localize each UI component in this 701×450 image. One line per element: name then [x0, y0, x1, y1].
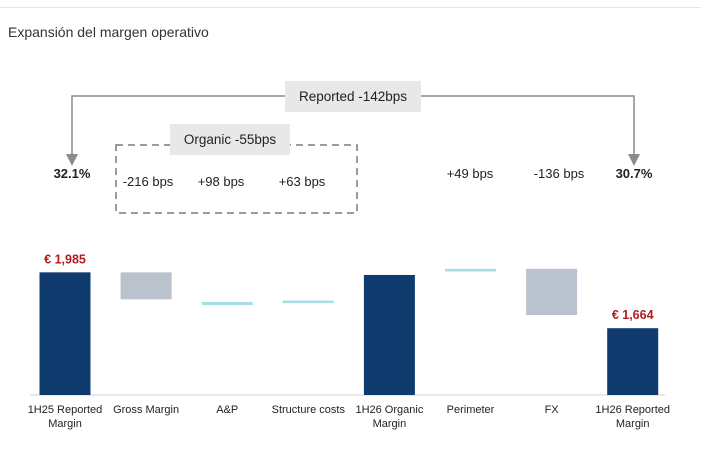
x-tick-label-4: 1H26 Organic Margin — [355, 404, 423, 430]
x-tick-label-1: Gross Margin — [113, 404, 179, 416]
x-tick-label-3: Structure costs — [272, 404, 346, 416]
margin-label-5: +49 bps — [447, 166, 494, 181]
margin-label-6: -136 bps — [534, 166, 585, 181]
margin-label-2: +98 bps — [198, 174, 245, 189]
margin-label-3: +63 bps — [279, 174, 326, 189]
margin-label-0: 32.1% — [54, 166, 91, 181]
x-tick-label-2: A&P — [216, 404, 238, 416]
top-divider — [0, 0, 701, 8]
bar-value-label-7: € 1,664 — [612, 308, 654, 322]
organic-bracket-label: Organic -55bps — [184, 132, 277, 147]
x-tick-label-5: Perimeter — [447, 404, 495, 416]
bar-delta-2 — [201, 301, 253, 306]
bar-delta-6 — [526, 268, 578, 315]
reported-bracket-line-left — [66, 95, 285, 166]
bar-total-0 — [39, 272, 91, 395]
bar-value-label-0: € 1,985 — [44, 252, 86, 266]
organic-bracket-box — [170, 124, 290, 155]
x-tick-label-7: 1H26 Reported Margin — [595, 404, 670, 430]
reported-bracket-line-right — [421, 95, 640, 166]
x-tick-label-6: FX — [545, 404, 560, 416]
x-tick-label-0: 1H25 Reported Margin — [28, 404, 103, 430]
margin-label-7: 30.7% — [616, 166, 653, 181]
bar-delta-1 — [120, 272, 172, 300]
bar-delta-3 — [282, 300, 334, 304]
reported-bracket-box — [285, 81, 421, 112]
page-title: Expansión del margen operativo — [8, 24, 209, 40]
bar-delta-5 — [445, 268, 496, 272]
bar-total-4 — [363, 274, 415, 395]
bar-total-7 — [607, 328, 659, 395]
reported-bracket-label: Reported -142bps — [299, 89, 407, 104]
margin-label-1: -216 bps — [123, 174, 174, 189]
